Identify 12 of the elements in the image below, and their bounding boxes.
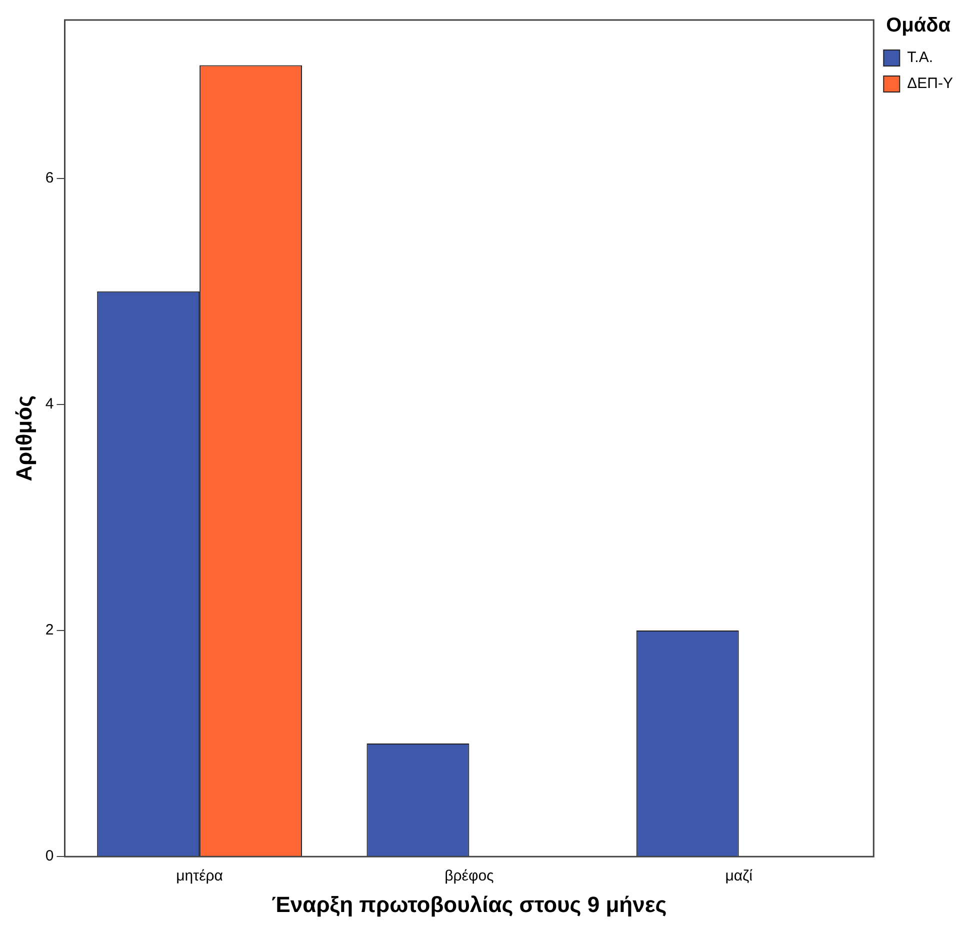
legend-title: Ομάδα [886,14,952,37]
legend-label: Τ.Α. [907,49,933,66]
x-axis-title: Έναρξη πρωτοβουλίας στους 9 μήνες [272,892,667,917]
y-tick-label: 2 [45,622,54,639]
y-tick-label: 4 [45,396,54,413]
y-axis-title: Αριθμός [11,395,36,482]
x-tick-label: βρέφος [444,868,494,885]
x-tick-label: μαζί [725,868,754,885]
y-tick-label: 0 [45,848,54,865]
y-tick-label: 6 [45,169,54,186]
x-tick-label: μητέρα [176,868,224,885]
legend-label: ΔΕΠ-Υ [907,75,953,92]
